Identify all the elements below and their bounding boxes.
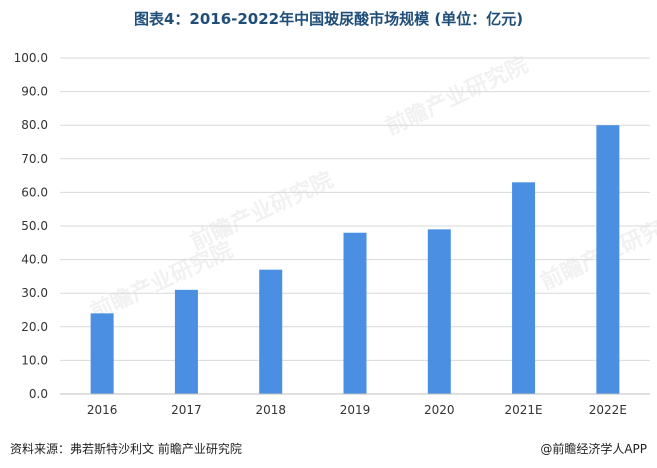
y-tick-label-5: 50.0 [21,219,48,233]
x-tick-label-2021E: 2021E [505,403,543,417]
y-tick-label-1: 10.0 [21,353,48,367]
watermark-2: 前瞻产业研究院 [187,167,338,256]
watermark-1: 前瞻产业研究院 [382,52,533,141]
watermarks: 前瞻产业研究院前瞻产业研究院前瞻产业研究院前瞻产业研究院 [87,52,657,326]
x-tick-label-2019: 2019 [340,403,371,417]
y-tick-label-6: 60.0 [21,185,48,199]
bar-2021E [512,182,536,394]
y-axis-ticks: 0.0 10.0 20.0 30.0 40.0 50.0 60.0 70.0 80.0 90.0 1… [14,51,48,401]
source-text: 资料来源：弗若斯特沙利文 前瞻产业研究院 [10,442,242,456]
brand-text: @前瞻经济学人APP [540,442,647,456]
bar-2019 [343,232,367,394]
x-axis-ticks: 2016 2017 2018 2019 2020 2021E 2022E [87,403,627,417]
bars [90,125,620,394]
watermark-0: 前瞻产业研究院 [87,237,238,326]
x-tick-label-2017: 2017 [171,403,202,417]
bar-2016 [90,313,114,394]
bar-2018 [259,269,283,394]
x-tick-label-2016: 2016 [87,403,118,417]
y-tick-label-10: 100.0 [14,51,48,65]
x-tick-label-2022E: 2022E [589,403,627,417]
y-tick-label-9: 90.0 [21,85,48,99]
bar-2022E [596,125,620,394]
x-tick-label-2018: 2018 [255,403,286,417]
bar-2020 [427,229,451,394]
bar-2017 [174,289,198,394]
y-tick-label-7: 70.0 [21,152,48,166]
y-tick-label-3: 30.0 [21,286,48,300]
y-tick-label-8: 80.0 [21,118,48,132]
chart-title: 图表4：2016-2022年中国玻尿酸市场规模 (单位：亿元) [133,10,524,28]
y-tick-label-2: 20.0 [21,320,48,334]
x-tick-label-2020: 2020 [424,403,455,417]
y-tick-label-4: 40.0 [21,253,48,267]
y-tick-label-0: 0.0 [29,387,48,401]
